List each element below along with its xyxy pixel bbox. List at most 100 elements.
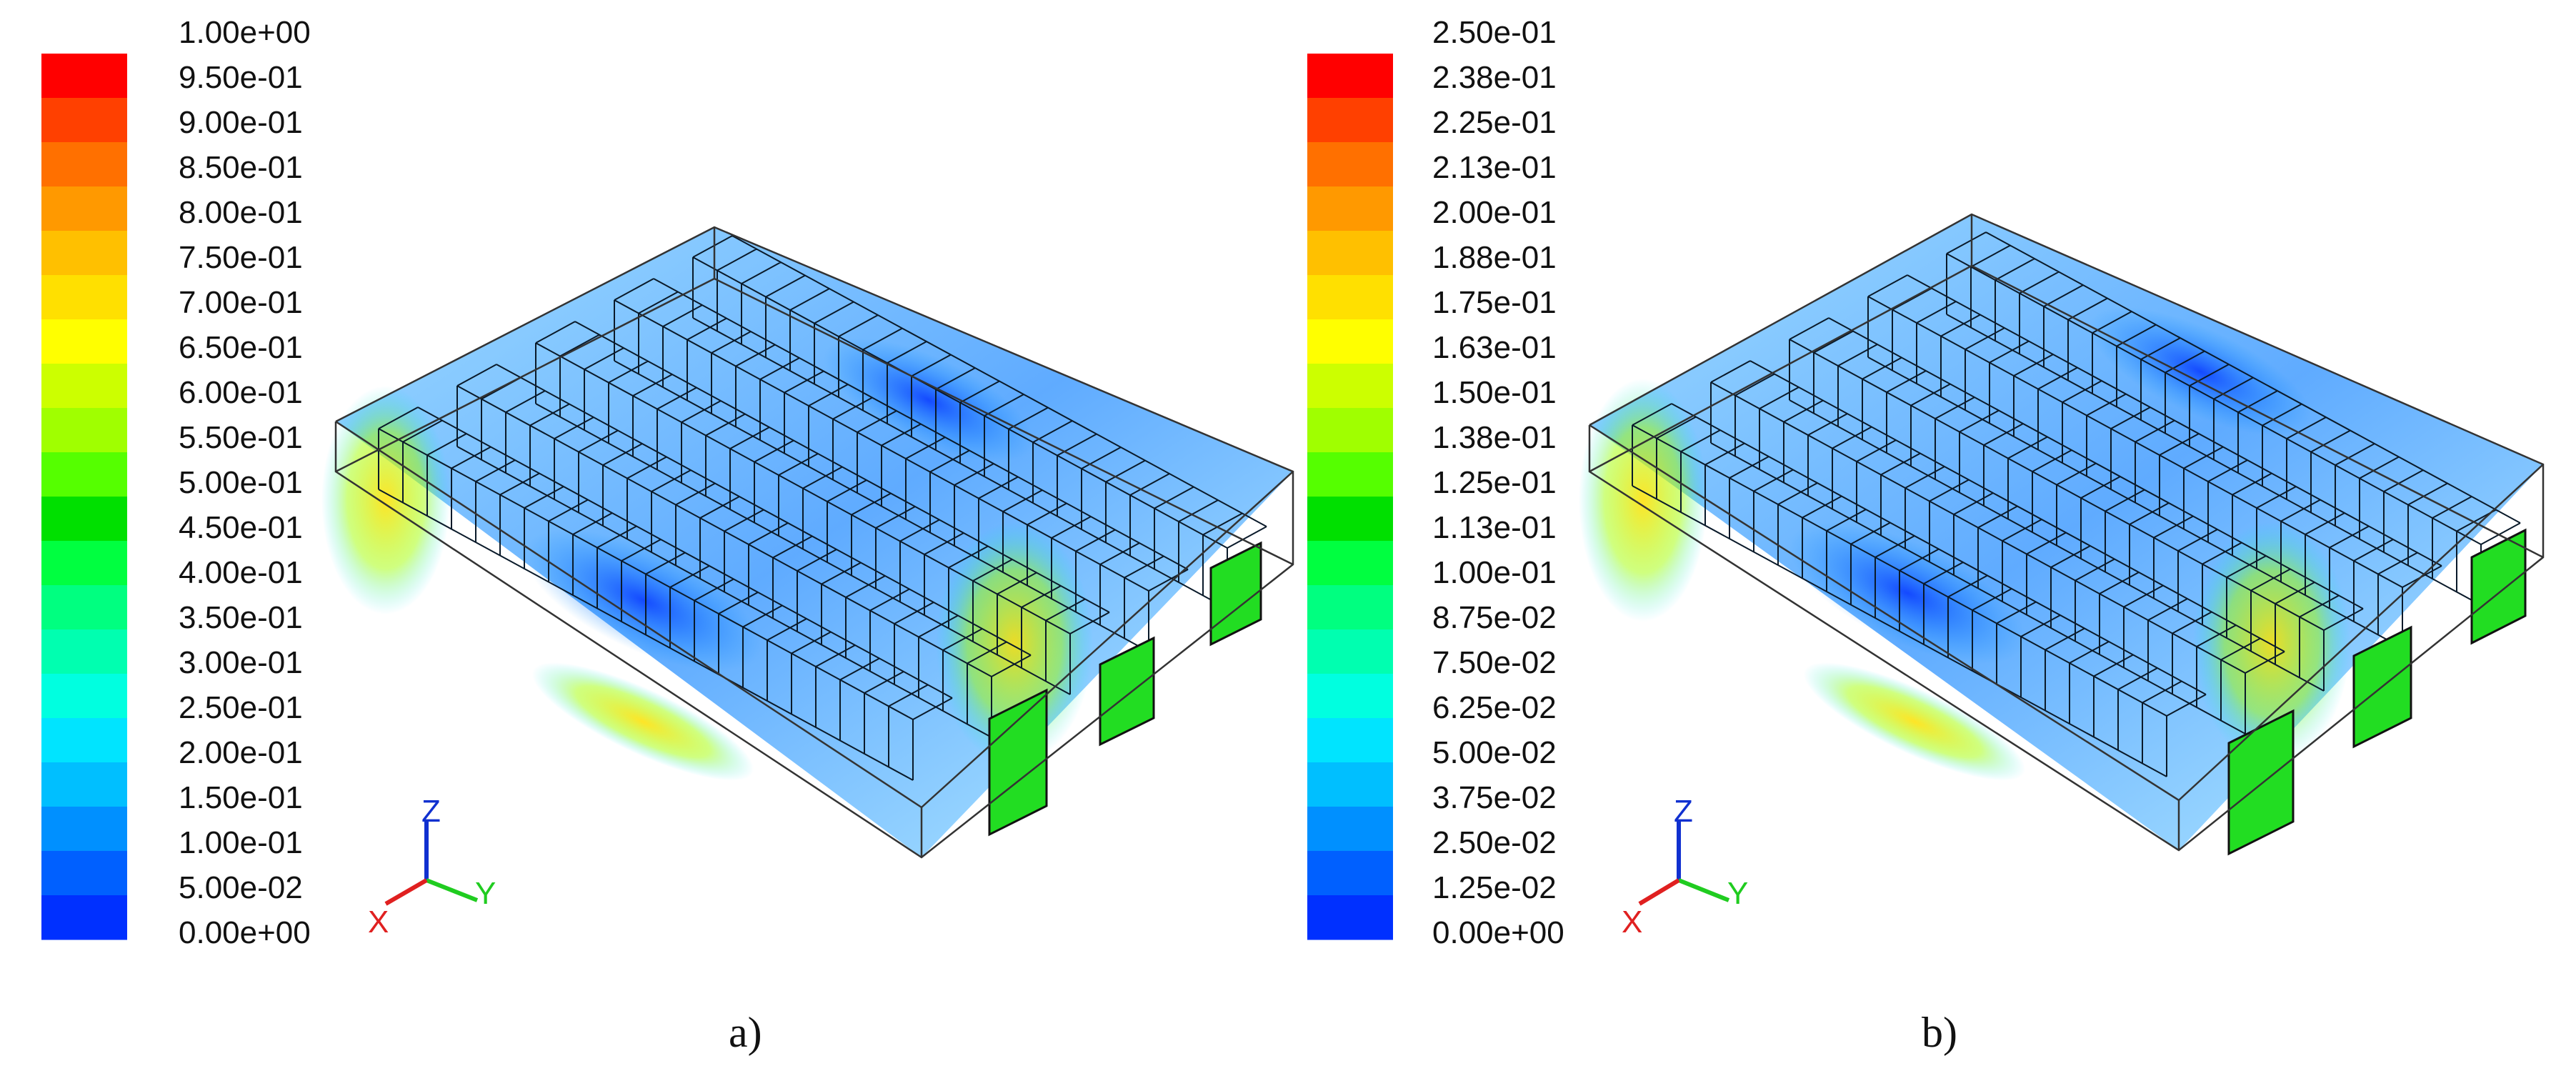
colorbar-swatch (1307, 629, 1393, 674)
z-axis-label: Z (1674, 794, 1693, 829)
colorbar-swatch (1307, 674, 1393, 719)
z-axis-label: Z (421, 794, 441, 829)
colorbar-b: 2.50e-01 2.38e-01 2.25e-01 2.13e-01 2.00… (1307, 15, 1564, 950)
door (1099, 636, 1155, 747)
warm-zone (2193, 522, 2350, 764)
warm-zone (1579, 379, 1707, 622)
colorbar-tick: 7.50e-02 (1432, 645, 1557, 680)
colorbar-tick: 8.00e-01 (179, 195, 303, 230)
colorbar-tick: 1.00e-01 (1432, 555, 1557, 590)
colorbar-tick: 5.00e-02 (1432, 735, 1557, 770)
colorbar-tick: 1.00e-01 (179, 825, 303, 860)
floor-contour (336, 227, 1293, 857)
panel-a: 1.00e+00 9.50e-01 9.00e-01 8.50e-01 8.00… (41, 15, 1294, 1056)
rack-row (456, 364, 1032, 738)
y-axis-label: Y (475, 876, 496, 911)
cool-zone (823, 338, 1034, 462)
colorbar-tick: 1.25e-02 (1432, 870, 1557, 905)
y-axis-arrow (425, 878, 479, 902)
domain-outline (1588, 213, 2545, 852)
warm-zone (321, 386, 450, 614)
colorbar-tick: 1.00e+00 (179, 15, 311, 50)
colorbar-tick: 0.00e+00 (1432, 915, 1564, 950)
colorbar-tick: 7.00e-01 (179, 285, 303, 320)
colorbar-swatch (41, 54, 127, 99)
colorbar-swatch (41, 231, 127, 276)
colorbar-swatch (41, 895, 127, 940)
colorbar-tick: 2.50e-01 (1432, 15, 1557, 50)
colorbar-tick: 1.50e-01 (179, 780, 303, 815)
rack-row (1946, 231, 2521, 606)
colorbar-swatch (41, 718, 127, 763)
colorbar-tick: 1.75e-01 (1432, 285, 1557, 320)
colorbar-tick: 2.00e-01 (179, 735, 303, 770)
colorbar-tick: 2.25e-01 (1432, 105, 1557, 140)
door (2227, 709, 2295, 856)
colorbar-a-ticks: 1.00e+00 9.50e-01 9.00e-01 8.50e-01 8.00… (179, 15, 311, 950)
colorbar-tick: 1.25e-01 (1432, 465, 1557, 500)
colorbar-swatch (1307, 364, 1393, 409)
warm-zone (531, 662, 754, 781)
rack-row (378, 407, 953, 781)
rack-row (1710, 360, 2285, 734)
colorbar-a-swatches (41, 54, 127, 940)
colorbar-tick: 2.00e-01 (1432, 195, 1557, 230)
colorbar-swatch (1307, 54, 1393, 99)
colorbar-swatch (1307, 541, 1393, 586)
panel-b: 2.50e-01 2.38e-01 2.25e-01 2.13e-01 2.00… (1307, 15, 2545, 1056)
colorbar-swatch (41, 319, 127, 364)
x-axis-arrow (384, 878, 428, 906)
colorbar-tick: 3.50e-01 (179, 600, 303, 635)
cool-zone (2088, 307, 2312, 437)
x-axis-label: X (368, 905, 389, 940)
colorbar-tick: 1.13e-01 (1432, 510, 1557, 545)
colorbar-swatch (41, 807, 127, 852)
colorbar-tick: 1.50e-01 (1432, 375, 1557, 410)
cool-zone (1789, 522, 2026, 664)
rack-row (1632, 403, 2207, 777)
domain-outline (334, 226, 1294, 859)
colorbar-tick: 6.00e-01 (179, 375, 303, 410)
colorbar-swatch (1307, 851, 1393, 896)
door (2470, 528, 2527, 645)
colorbar-swatch (41, 851, 127, 896)
colorbar-tick: 3.75e-02 (1432, 780, 1557, 815)
colorbar-swatch (1307, 452, 1393, 497)
colorbar-tick: 8.75e-02 (1432, 600, 1557, 635)
colorbar-tick: 8.50e-01 (179, 150, 303, 185)
colorbar-tick: 9.00e-01 (179, 105, 303, 140)
panel-label-a: a) (729, 1009, 762, 1056)
panel-label-b: b) (1922, 1009, 1957, 1056)
colorbar-swatch (1307, 497, 1393, 542)
cool-zone (524, 529, 762, 672)
colorbar-tick: 6.25e-02 (1432, 690, 1557, 725)
colorbar-tick: 2.50e-02 (1432, 825, 1557, 860)
colorbar-swatch (41, 629, 127, 674)
x-axis-label: X (1622, 905, 1642, 940)
y-axis-arrow (1677, 878, 1730, 902)
colorbar-swatch (1307, 98, 1393, 143)
colorbar-tick: 2.38e-01 (1432, 60, 1557, 95)
colorbar-swatch (1307, 231, 1393, 276)
colorbar-tick: 2.13e-01 (1432, 150, 1557, 185)
colorbar-tick: 1.88e-01 (1432, 240, 1557, 275)
colorbar-tick: 0.00e+00 (179, 915, 311, 950)
rack-row (535, 321, 1110, 695)
colorbar-tick: 9.50e-01 (179, 60, 303, 95)
colorbar-swatch (41, 674, 127, 719)
colorbar-swatch (1307, 319, 1393, 364)
colorbar-swatch (41, 408, 127, 453)
axis-triad-b: Z Y X (1622, 794, 1748, 940)
colorbar-swatch (1307, 895, 1393, 940)
colorbar-tick: 1.38e-01 (1432, 420, 1557, 455)
colorbar-swatch (41, 98, 127, 143)
rack-row (692, 235, 1267, 609)
y-axis-label: Y (1727, 876, 1748, 911)
colorbar-swatch (1307, 762, 1393, 807)
warehouse-contour-a (321, 226, 1294, 859)
storage-racks (1632, 231, 2521, 777)
colorbar-tick: 6.50e-01 (179, 330, 303, 365)
door (988, 688, 1048, 837)
colorbar-swatch (41, 762, 127, 807)
rack-row (1789, 317, 2364, 692)
